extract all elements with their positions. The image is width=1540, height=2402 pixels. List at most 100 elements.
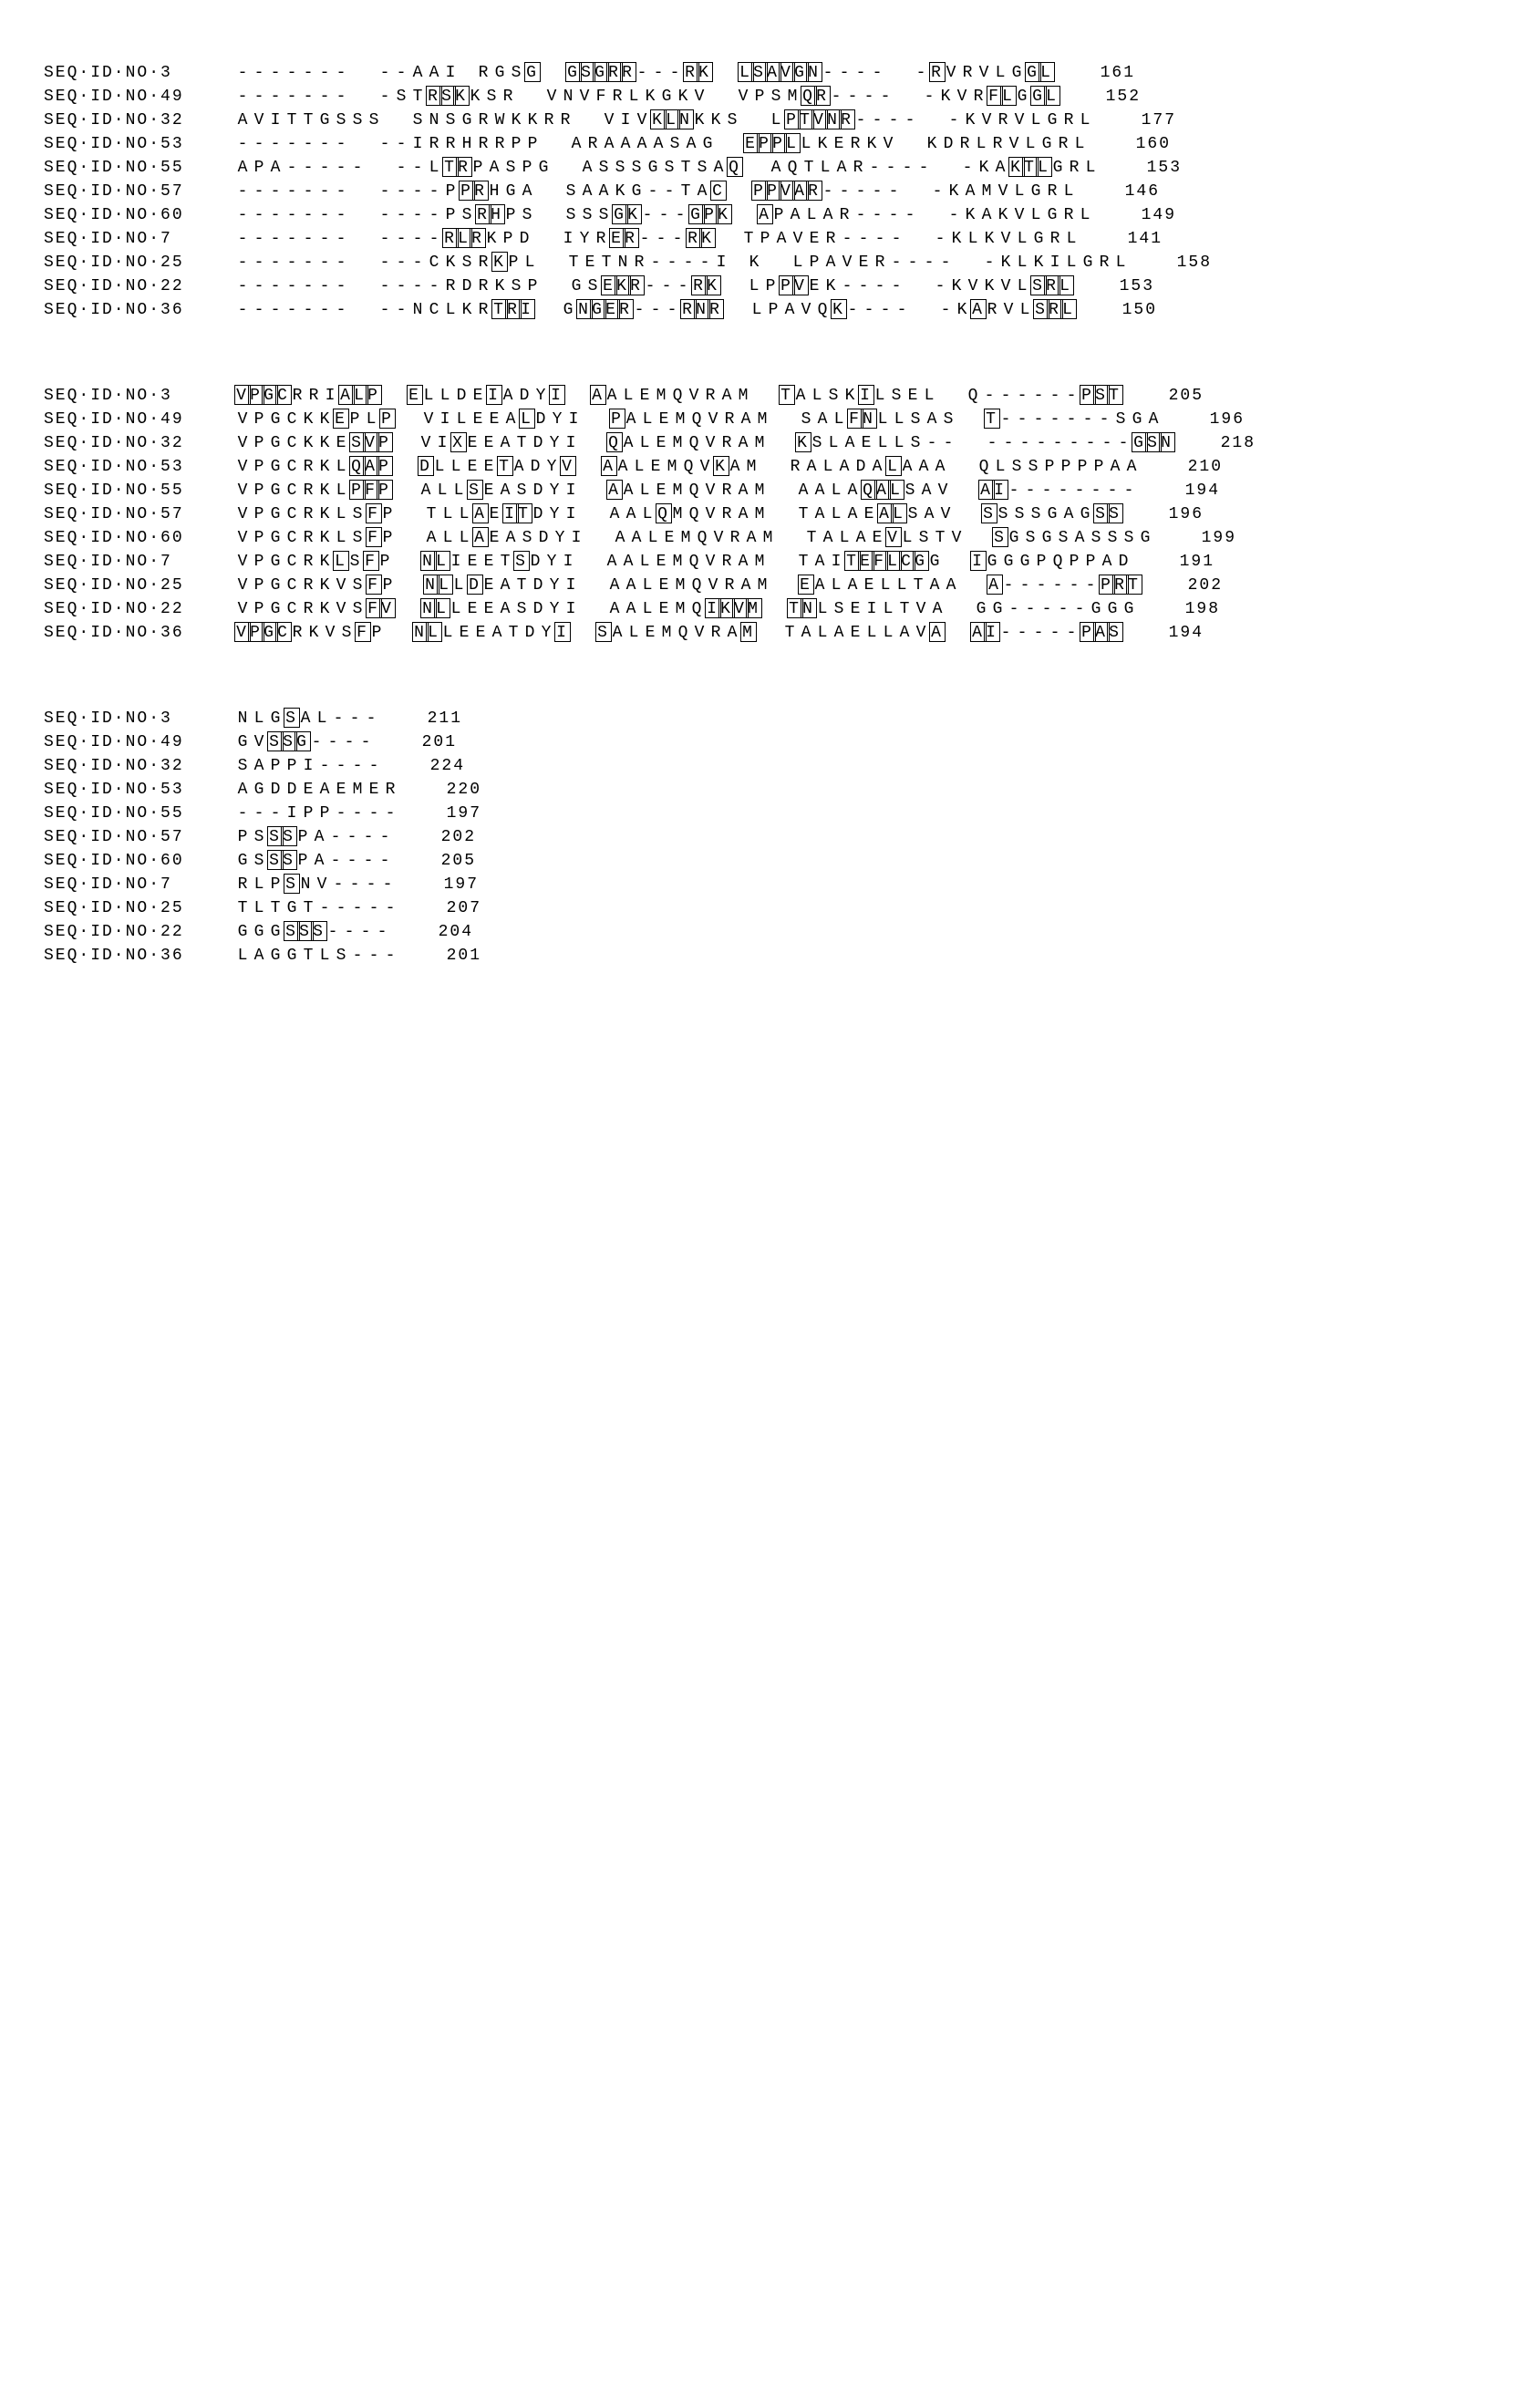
residue: - xyxy=(886,205,903,225)
residue: A xyxy=(821,528,837,548)
residue: R xyxy=(476,134,492,154)
sequence-row: SEQ·ID·NO·7RLPSNV----197 xyxy=(44,874,1496,896)
residue: - xyxy=(394,253,410,273)
residue: - xyxy=(410,229,427,249)
position-number: 150 xyxy=(1102,302,1157,318)
residue: L xyxy=(640,599,656,619)
residue: G xyxy=(569,276,585,296)
sequence-residues: VPGCRKVSFPNLLEEATDYISALEMQVRAMTALAELLAVA… xyxy=(235,623,1121,643)
residue: V xyxy=(977,63,993,83)
residue: - xyxy=(235,276,252,296)
position-number: 146 xyxy=(1105,183,1160,200)
residue: G xyxy=(268,552,284,572)
residue: - xyxy=(1031,386,1048,406)
residue: M xyxy=(752,433,769,453)
residue: A xyxy=(621,552,637,572)
residue: A xyxy=(252,756,268,776)
residue: D xyxy=(941,134,957,154)
residue: T xyxy=(566,253,583,273)
residue: A xyxy=(711,158,728,178)
residue: A xyxy=(235,158,252,178)
residue: S xyxy=(367,110,383,130)
residue: E xyxy=(656,409,673,430)
residue: L xyxy=(451,481,468,501)
residue: - xyxy=(884,158,900,178)
residue: - xyxy=(326,732,342,752)
residue: - xyxy=(309,732,326,752)
residue: I xyxy=(858,385,874,405)
residue: V xyxy=(235,504,252,524)
residue: - xyxy=(350,756,367,776)
residue: D xyxy=(531,433,547,453)
residue: G xyxy=(1009,63,1026,83)
residue: L xyxy=(1015,253,1031,273)
residue: N xyxy=(677,109,694,129)
residue: G xyxy=(927,552,944,572)
column-spacer xyxy=(539,253,566,273)
residue: - xyxy=(301,158,317,178)
residue: I xyxy=(438,409,454,430)
residue: G xyxy=(268,457,284,477)
residue: L xyxy=(640,409,656,430)
column-spacer xyxy=(397,528,424,548)
residue: P xyxy=(609,409,625,429)
residue: R xyxy=(873,253,889,273)
sequence-row: SEQ·ID·NO·36LAGGTLS---201 xyxy=(44,945,1496,967)
residue: - xyxy=(268,87,284,107)
residue: S xyxy=(410,110,427,130)
residue: L xyxy=(922,386,938,406)
residue: S xyxy=(799,409,815,430)
residue: V xyxy=(334,575,350,595)
residue: L xyxy=(315,709,331,729)
residue: A xyxy=(1061,504,1078,524)
residue: V xyxy=(938,504,955,524)
residue: K xyxy=(982,276,998,296)
residue: L xyxy=(440,528,457,548)
residue: V xyxy=(1012,110,1028,130)
residue: - xyxy=(635,63,651,83)
residue: E xyxy=(654,552,670,572)
residue: G xyxy=(503,181,520,202)
residue: M xyxy=(670,552,687,572)
residue: Y xyxy=(547,575,563,595)
residue: L xyxy=(235,946,252,966)
residue: Y xyxy=(544,457,561,477)
residue: E xyxy=(832,134,848,154)
residue: D xyxy=(536,528,553,548)
residue: V xyxy=(703,504,719,524)
residue: A xyxy=(812,575,829,595)
residue: T xyxy=(678,181,695,202)
residue: D xyxy=(284,780,301,800)
residue: L xyxy=(891,503,907,523)
residue: - xyxy=(922,253,938,273)
residue: N xyxy=(806,62,822,82)
residue: K xyxy=(613,181,629,202)
residue: P xyxy=(1083,552,1100,572)
residue: L xyxy=(749,300,766,320)
residue: S xyxy=(810,433,826,453)
residue: A xyxy=(719,386,736,406)
residue: - xyxy=(427,181,443,202)
sequence-row: SEQ·ID·NO·25----------CKSRKPLTETNR----I … xyxy=(44,252,1496,274)
residue: - xyxy=(1089,481,1105,501)
residue: K xyxy=(996,205,1012,225)
residue: R xyxy=(476,276,492,296)
residue: K xyxy=(946,181,963,202)
residue: A xyxy=(695,181,711,202)
residue: D xyxy=(517,386,533,406)
residue: G xyxy=(629,181,646,202)
residue: A xyxy=(815,409,832,430)
residue: V xyxy=(252,732,268,752)
residue: L xyxy=(457,528,473,548)
residue: S xyxy=(1107,622,1123,642)
residue: P xyxy=(807,253,823,273)
residue: V xyxy=(703,433,719,453)
residue: - xyxy=(646,181,662,202)
residue: S xyxy=(695,158,711,178)
residue: A xyxy=(498,575,514,595)
residue: K xyxy=(453,86,470,106)
residue: A xyxy=(503,409,520,430)
residue: I xyxy=(486,385,502,405)
residue: A xyxy=(512,457,528,477)
residue: M xyxy=(752,552,769,572)
